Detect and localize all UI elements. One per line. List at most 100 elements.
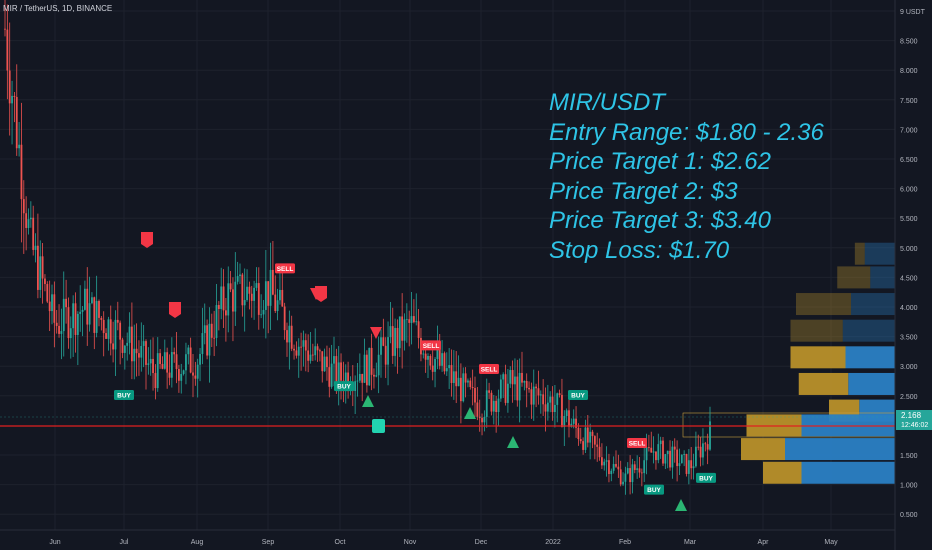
price-tick-label: 1.500	[900, 453, 918, 460]
candle-body	[229, 283, 232, 290]
candle-body	[537, 388, 540, 396]
overlay-target-2: Price Target 2: $3	[549, 177, 738, 205]
candle-body	[91, 297, 93, 304]
candle-body	[680, 454, 683, 464]
divergence-tag	[169, 302, 181, 318]
candle-body	[323, 356, 326, 372]
candle-body	[692, 466, 695, 469]
candle-body	[615, 464, 617, 467]
time-axis: Jun Jul Aug Sep Oct Nov Dec 2022 Feb Mar Apr May	[0, 529, 895, 546]
candle-body	[302, 340, 305, 347]
overlay-stop-loss: Stop Loss: $1.70	[549, 236, 730, 264]
candle-body	[311, 354, 314, 356]
candle-body	[441, 353, 443, 366]
candle-body	[51, 294, 53, 312]
candlestick-series	[4, 0, 711, 495]
candle-body	[488, 390, 490, 393]
candle-body	[196, 364, 199, 379]
candle-body	[236, 276, 239, 282]
candle-body	[281, 289, 284, 307]
candle-body	[699, 446, 702, 458]
candle-body	[516, 376, 519, 401]
candle-body	[133, 348, 136, 362]
candle-body	[655, 451, 657, 461]
candle-body	[319, 350, 321, 352]
candle-body	[558, 393, 561, 395]
candle-body	[194, 375, 197, 379]
candle-body	[664, 454, 667, 464]
candle-body	[410, 316, 413, 323]
candle-body	[495, 400, 498, 413]
candle-body	[504, 374, 507, 403]
candle-body	[354, 381, 357, 391]
candle-body	[347, 372, 349, 390]
candle-body	[598, 446, 601, 458]
candle-body	[276, 300, 279, 312]
candle-body	[384, 345, 387, 365]
candle-body	[497, 398, 500, 413]
teal-signal-tag	[372, 419, 385, 433]
overlay-target-3: Price Target 3: $3.40	[549, 207, 771, 234]
candle-body	[321, 351, 324, 372]
volume-profile-up-bar	[796, 293, 851, 316]
candle-body	[657, 444, 660, 461]
price-tick-label: 7.500	[900, 98, 918, 105]
candle-body	[563, 415, 566, 428]
candle-body	[683, 453, 686, 455]
candle-body	[584, 427, 587, 450]
candle-body	[58, 325, 60, 334]
candle-body	[481, 417, 483, 423]
current-price-label: 2.168	[901, 411, 922, 420]
candle-body	[74, 303, 77, 335]
candle-body	[436, 349, 439, 359]
signal-markers: BUY SELL BUY SELL SELL BUY SELL BUY BUY	[114, 232, 716, 511]
candle-body	[34, 245, 37, 250]
candle-body	[225, 310, 227, 316]
buy-signal: BUY	[644, 484, 664, 495]
candle-body	[267, 281, 270, 306]
candle-body	[638, 468, 641, 473]
candle-body	[490, 392, 493, 412]
volume-profile-down-bar	[842, 319, 895, 342]
candle-body	[199, 353, 201, 365]
signal-label: SELL	[481, 367, 498, 374]
candle-body	[149, 358, 152, 364]
candle-body	[391, 326, 394, 356]
candle-body	[187, 347, 190, 355]
candle-body	[478, 416, 481, 418]
candle-body	[702, 443, 704, 458]
candle-body	[330, 363, 333, 387]
candle-body	[492, 400, 495, 412]
signal-label: BUY	[337, 384, 351, 391]
candle-body	[210, 323, 213, 338]
candle-body	[514, 376, 516, 385]
time-tick-label: Jul	[120, 539, 129, 546]
candle-body	[27, 219, 30, 228]
candle-body	[264, 281, 267, 310]
price-tick-label: 2.500	[900, 394, 918, 401]
candle-body	[601, 457, 603, 466]
triangle-up-marker	[362, 395, 374, 407]
candle-body	[290, 325, 293, 349]
candle-body	[633, 464, 636, 470]
candle-body	[415, 321, 418, 323]
candle-body	[123, 345, 126, 353]
candle-body	[389, 326, 392, 338]
candle-body	[617, 466, 620, 470]
candle-body	[622, 481, 624, 485]
candle-body	[420, 337, 422, 355]
candle-body	[260, 314, 263, 316]
candle-body	[460, 377, 462, 402]
candle-body	[168, 372, 171, 378]
volume-profile	[682, 242, 896, 484]
time-tick-label: Dec	[475, 539, 488, 546]
candle-body	[370, 347, 373, 375]
candle-body	[39, 256, 42, 290]
candle-body	[185, 354, 187, 371]
candle-body	[687, 460, 690, 474]
candle-body	[431, 365, 434, 372]
candle-body	[676, 449, 678, 467]
candle-body	[551, 396, 554, 413]
countdown-label: 12:46:02	[901, 422, 928, 429]
